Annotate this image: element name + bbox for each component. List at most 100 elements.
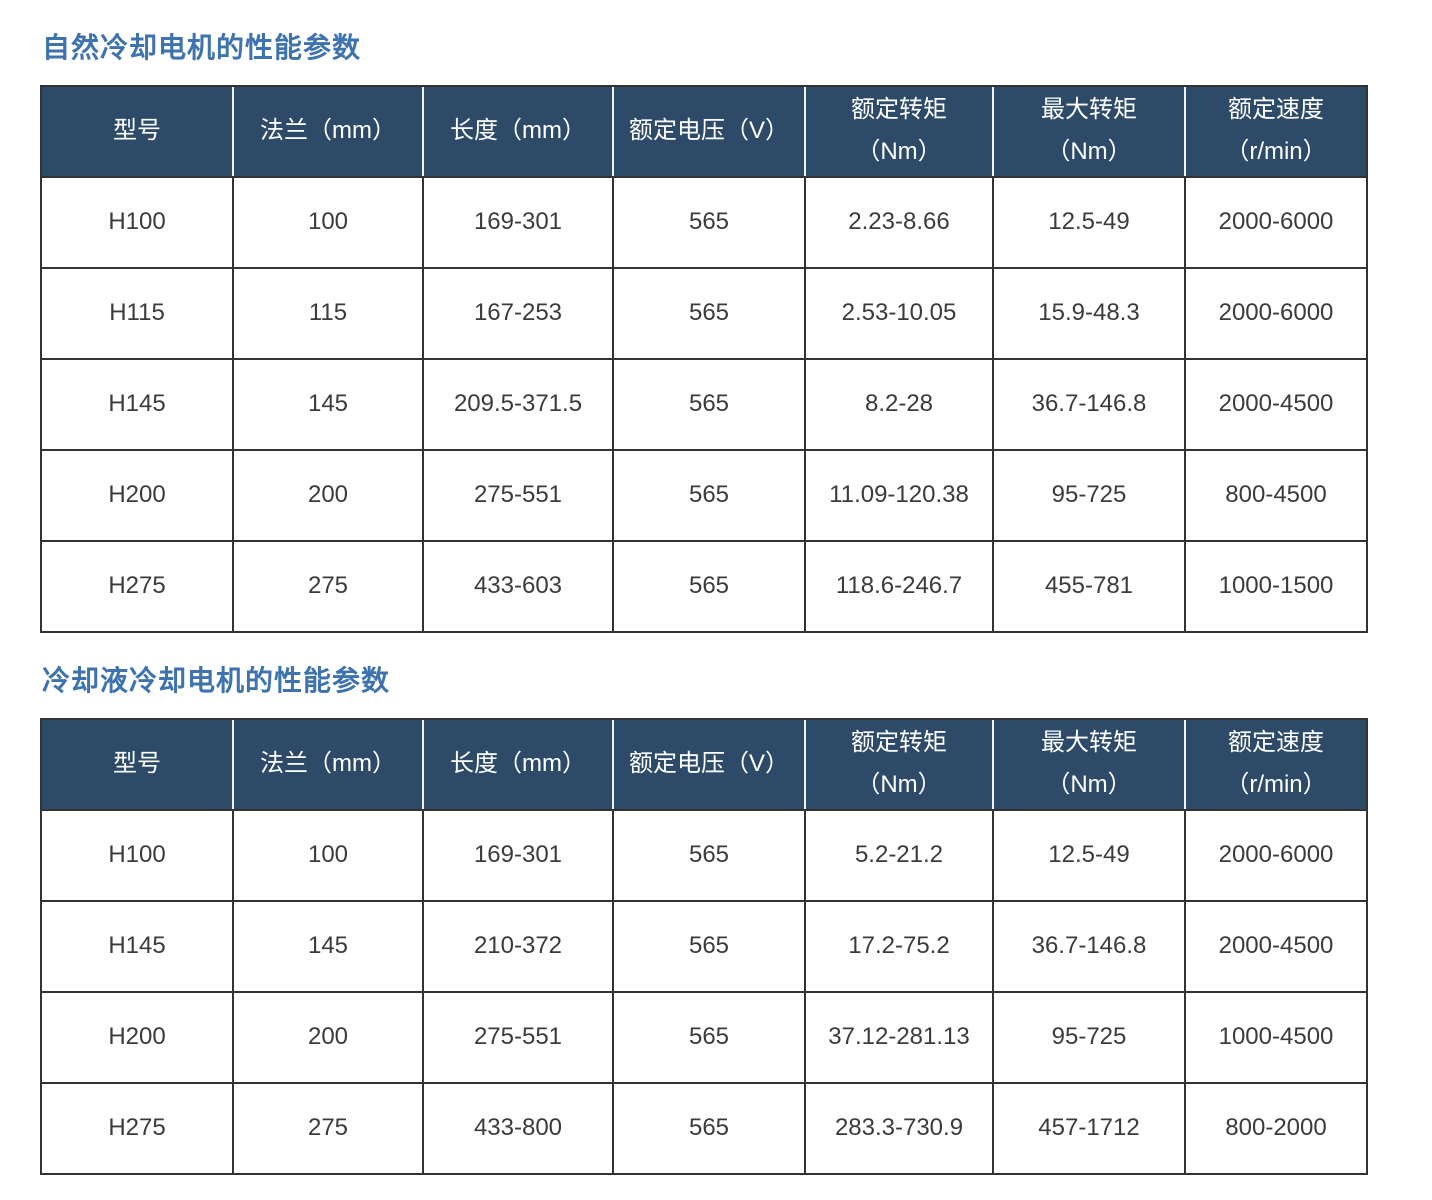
column-header-line1: 额定电压（V）: [628, 117, 789, 145]
table-cell: 115: [232, 266, 424, 360]
table-row: H275 275 433-800 565 283.3-730.9 457-1712 800-…: [40, 1081, 1368, 1175]
table-cell: 275-551: [422, 448, 614, 542]
table-cell: H100: [40, 808, 234, 902]
table-cell: 275-551: [422, 990, 614, 1084]
column-header: 法兰（mm）: [232, 84, 423, 178]
column-header-line1: 额定速度: [1228, 96, 1324, 124]
column-header: 额定电压（V）: [612, 84, 805, 178]
table-cell: 145: [232, 899, 424, 993]
table-row: H200 200 275-551 565 37.12-281.13 95-725 1000-…: [40, 990, 1368, 1084]
column-header-line1: 额定电压（V）: [628, 750, 789, 778]
column-header: 额定速度 （r/min）: [1184, 717, 1368, 811]
table-title-natural-cooling: 自然冷却电机的性能参数: [42, 32, 362, 63]
header-row: 型号 法兰（mm） 长度（mm） 额定电压（V） 额定转矩 （Nm） 最大转矩 （Nm） 额定速…: [40, 717, 1368, 811]
table-cell: 1000-1500: [1184, 539, 1368, 633]
table-cell: 200: [232, 990, 424, 1084]
column-header-line1: 长度（mm）: [450, 750, 586, 778]
table-row: H145 145 209.5-371.5 565 8.2-28 36.7-146.8 200…: [40, 357, 1368, 451]
column-header: 额定转矩 （Nm）: [804, 717, 993, 811]
liquid-cooling-spec-table: 型号 法兰（mm） 长度（mm） 额定电压（V） 额定转矩 （Nm） 最大转矩 （Nm） 额定速…: [40, 717, 1368, 1175]
table-cell: 565: [612, 175, 806, 269]
table-cell: 209.5-371.5: [422, 357, 614, 451]
table-row: H115 115 167-253 565 2.53-10.05 15.9-48.3 2000…: [40, 266, 1368, 360]
column-header-line2: （Nm）: [1046, 771, 1132, 799]
table-cell: 37.12-281.13: [804, 990, 994, 1084]
table-cell: 17.2-75.2: [804, 899, 994, 993]
column-header-line1: 型号: [113, 750, 161, 778]
table-cell: 1000-4500: [1184, 990, 1368, 1084]
table-cell: 2000-6000: [1184, 808, 1368, 902]
table-cell: 169-301: [422, 808, 614, 902]
column-header-line2: （Nm）: [856, 771, 942, 799]
table-cell: 565: [612, 357, 806, 451]
table-cell: 200: [232, 448, 424, 542]
table-row: H200 200 275-551 565 11.09-120.38 95-725 800-4…: [40, 448, 1368, 542]
column-header-line2: （Nm）: [856, 138, 942, 166]
table-cell: 2000-6000: [1184, 266, 1368, 360]
table-cell: 433-800: [422, 1081, 614, 1175]
column-header-line1: 最大转矩: [1041, 729, 1137, 757]
table-cell: 283.3-730.9: [804, 1081, 994, 1175]
table-cell: 8.2-28: [804, 357, 994, 451]
table-cell: 95-725: [992, 448, 1186, 542]
column-header-line1: 法兰（mm）: [260, 750, 396, 778]
table-cell: 95-725: [992, 990, 1186, 1084]
column-header: 额定电压（V）: [612, 717, 805, 811]
column-header-line1: 最大转矩: [1041, 96, 1137, 124]
table-cell: 565: [612, 899, 806, 993]
table-cell: 800-4500: [1184, 448, 1368, 542]
column-header: 额定转矩 （Nm）: [804, 84, 993, 178]
table-cell: 2.23-8.66: [804, 175, 994, 269]
table-cell: H115: [40, 266, 234, 360]
column-header-line2: （Nm）: [1046, 138, 1132, 166]
table-cell: 2.53-10.05: [804, 266, 994, 360]
table-cell: 12.5-49: [992, 175, 1186, 269]
column-header-line1: 法兰（mm）: [260, 117, 396, 145]
table-cell: 15.9-48.3: [992, 266, 1186, 360]
table-cell: 565: [612, 448, 806, 542]
table-cell: H275: [40, 1081, 234, 1175]
header-row: 型号 法兰（mm） 长度（mm） 额定电压（V） 额定转矩 （Nm） 最大转矩 （Nm） 额定速…: [40, 84, 1368, 178]
table-cell: 433-603: [422, 539, 614, 633]
table-cell: 565: [612, 266, 806, 360]
table-cell: 2000-4500: [1184, 357, 1368, 451]
table-row: H100 100 169-301 565 5.2-21.2 12.5-49 2000-600…: [40, 808, 1368, 902]
table-cell: 455-781: [992, 539, 1186, 633]
table-cell: 457-1712: [992, 1081, 1186, 1175]
table-cell: 36.7-146.8: [992, 899, 1186, 993]
table-title-liquid-cooling: 冷却液冷却电机的性能参数: [42, 664, 391, 696]
table-cell: 565: [612, 1081, 806, 1175]
table-cell: 800-2000: [1184, 1081, 1368, 1175]
natural-cooling-spec-table: 型号 法兰（mm） 长度（mm） 额定电压（V） 额定转矩 （Nm） 最大转矩 （Nm） 额定速…: [40, 84, 1368, 633]
column-header-line2: （r/min）: [1225, 771, 1327, 799]
table-cell: H145: [40, 899, 234, 993]
column-header: 型号: [40, 84, 233, 178]
table-cell: H200: [40, 448, 234, 542]
column-header-line1: 长度（mm）: [450, 117, 586, 145]
column-header: 长度（mm）: [422, 84, 613, 178]
table-cell: 275: [232, 539, 424, 633]
table-cell: 565: [612, 808, 806, 902]
table-cell: H200: [40, 990, 234, 1084]
table-cell: 167-253: [422, 266, 614, 360]
table-row: H100 100 169-301 565 2.23-8.66 12.5-49 2000-60…: [40, 175, 1368, 269]
column-header: 最大转矩 （Nm）: [992, 717, 1185, 811]
column-header: 法兰（mm）: [232, 717, 423, 811]
table-cell: H145: [40, 357, 234, 451]
table-cell: 36.7-146.8: [992, 357, 1186, 451]
column-header-line1: 型号: [113, 117, 161, 145]
column-header-line1: 额定转矩: [851, 96, 947, 124]
table-cell: 100: [232, 175, 424, 269]
table-cell: 169-301: [422, 175, 614, 269]
table-cell: 5.2-21.2: [804, 808, 994, 902]
column-header-line1: 额定转矩: [851, 729, 947, 757]
table-cell: 118.6-246.7: [804, 539, 994, 633]
table-cell: 2000-4500: [1184, 899, 1368, 993]
column-header-line2: （r/min）: [1225, 138, 1327, 166]
table-cell: 100: [232, 808, 424, 902]
table-cell: 11.09-120.38: [804, 448, 994, 542]
table-row: H275 275 433-603 565 118.6-246.7 455-781 1000-…: [40, 539, 1368, 633]
column-header-line1: 额定速度: [1228, 729, 1324, 757]
table-cell: 145: [232, 357, 424, 451]
